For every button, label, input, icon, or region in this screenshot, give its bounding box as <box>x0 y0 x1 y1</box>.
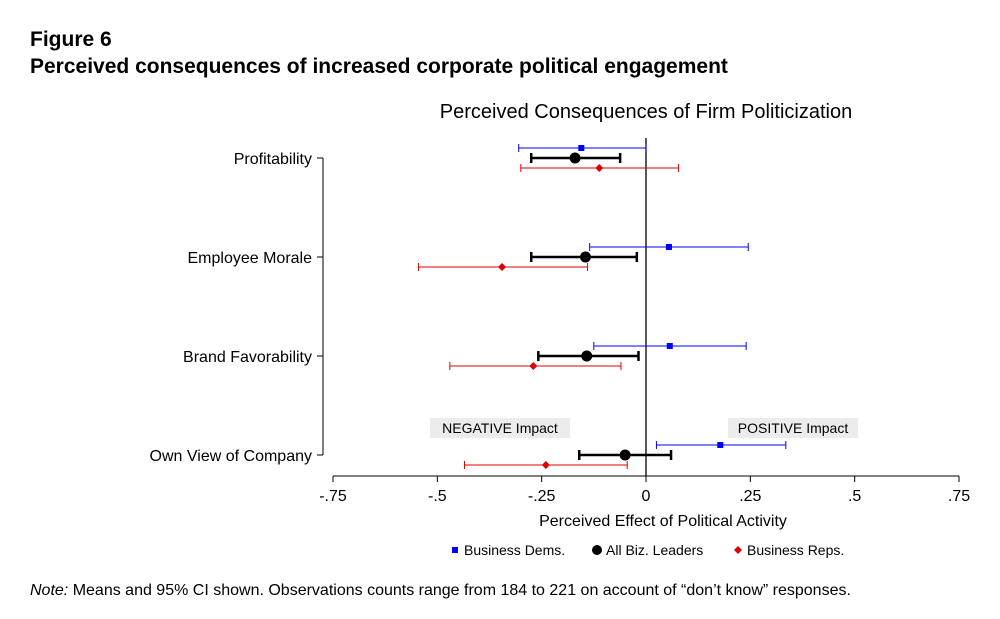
figure-title: Perceived consequences of increased corp… <box>30 55 728 78</box>
legend-label: All Biz. Leaders <box>606 542 703 558</box>
marker-circle <box>569 152 581 164</box>
x-tick-label: -.25 <box>528 488 556 505</box>
marker-diamond <box>595 164 604 172</box>
marker-square <box>452 547 458 553</box>
y-tick-label: Brand Favorability <box>183 349 312 366</box>
x-tick-label: 0 <box>642 488 651 505</box>
marker-square <box>717 442 724 448</box>
x-tick-label: .5 <box>848 488 861 505</box>
legend-label: Business Reps. <box>747 542 844 558</box>
x-tick-label: -.75 <box>319 488 347 505</box>
y-tick-label: Profitability <box>234 151 312 168</box>
chart-marks <box>418 144 787 469</box>
x-tick-label: -.5 <box>428 488 447 505</box>
marker-square <box>666 343 673 349</box>
positive-impact-box <box>728 418 858 438</box>
figure-note: Note: Means and 95% CI shown. Observatio… <box>30 582 851 600</box>
positive-impact-label: POSITIVE Impact <box>738 420 849 436</box>
marker-diamond <box>529 362 538 370</box>
legend: Business Dems. All Biz. Leaders Business R… <box>452 542 844 558</box>
marker-square <box>578 145 585 151</box>
note-text: Means and 95% CI shown. Observations cou… <box>68 582 851 599</box>
legend-label: Business Dems. <box>464 542 565 558</box>
chart-title: Perceived Consequences of Firm Politiciz… <box>440 101 852 123</box>
y-tick-label: Own View of Company <box>150 448 312 465</box>
x-tick-label: .25 <box>739 488 761 505</box>
x-tick-label: .75 <box>948 488 970 505</box>
marker-circle <box>581 350 593 362</box>
marker-square <box>665 244 672 250</box>
marker-circle <box>579 251 591 263</box>
figure-label: Figure 6 <box>30 28 112 51</box>
marker-circle <box>592 545 602 555</box>
y-tick-label: Employee Morale <box>188 250 313 267</box>
marker-circle <box>619 449 631 461</box>
dot-whisker-chart: Perceived Consequences of Firm Politiciz… <box>150 101 971 558</box>
chart-axes: -.75 -.5 -.25 0 .25 .5 .75 Profitability Employe… <box>150 138 970 505</box>
marker-diamond <box>498 263 507 271</box>
negative-impact-box <box>430 418 570 438</box>
note-prefix: Note: <box>30 582 69 599</box>
negative-impact-label: NEGATIVE Impact <box>442 420 558 436</box>
marker-diamond <box>541 461 550 469</box>
marker-diamond <box>734 546 742 554</box>
x-axis-label: Perceived Effect of Political Activity <box>539 513 787 530</box>
